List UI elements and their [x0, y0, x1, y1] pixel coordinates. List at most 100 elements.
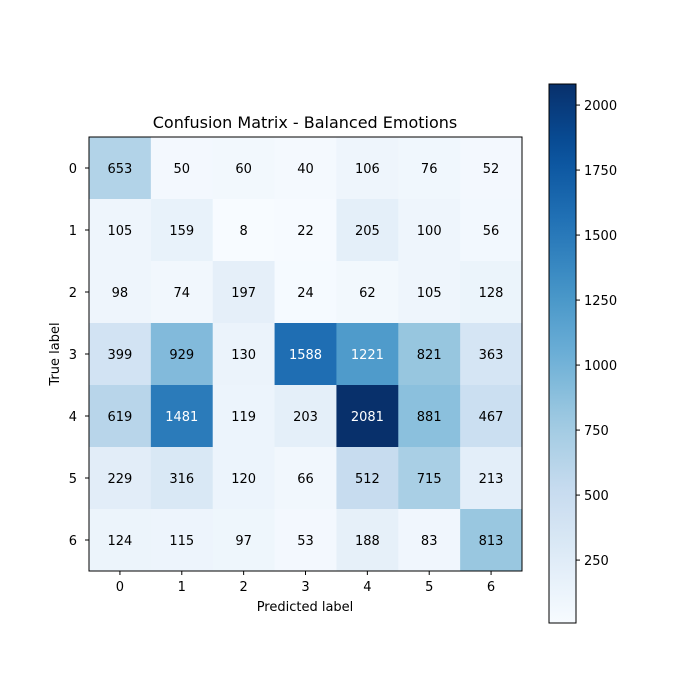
cell-value-label: 821	[417, 348, 442, 363]
heatmap-cell	[212, 137, 276, 200]
heatmap-cell	[398, 261, 461, 324]
x-tick-label: 6	[487, 580, 495, 595]
heatmap-cell	[274, 323, 337, 386]
heatmap-cell	[89, 323, 152, 386]
heatmap-cell	[460, 137, 523, 200]
cell-value-label: 1221	[351, 348, 384, 363]
heatmap-cell	[89, 447, 152, 510]
cell-value-label: 100	[417, 224, 442, 239]
heatmap-cell	[274, 137, 337, 200]
y-tick-label: 3	[69, 348, 77, 363]
heatmap-cell	[336, 261, 399, 324]
y-tick-label: 0	[69, 162, 77, 177]
heatmap-cell	[212, 447, 276, 510]
cell-value-label: 24	[297, 286, 314, 301]
heatmap-cell	[336, 323, 399, 386]
heatmap-cell	[150, 509, 214, 572]
cell-value-label: 363	[479, 348, 504, 363]
y-tick-label: 1	[69, 224, 77, 239]
heatmap-cell	[89, 199, 152, 262]
x-axis-ticks: 0 1 2 3 4 5 6	[116, 571, 495, 595]
heatmap-cell	[89, 261, 152, 324]
x-tick-label: 4	[363, 580, 371, 595]
cell-value-label: 66	[297, 472, 314, 487]
heatmap-cell	[89, 509, 152, 572]
heatmap-cell	[336, 137, 399, 200]
cell-value-label: 22	[297, 224, 314, 239]
colorbar	[548, 83, 577, 624]
cell-value-label: 52	[483, 162, 500, 177]
y-axis-ticks: 0 1 2 3 4 5 6	[69, 162, 89, 549]
heatmap-cell	[398, 509, 461, 572]
cell-value-label: 203	[293, 410, 318, 425]
y-tick-label: 6	[69, 534, 77, 549]
x-tick-label: 2	[240, 580, 248, 595]
cell-value-label: 929	[169, 348, 194, 363]
x-axis-label: Predicted label	[257, 600, 354, 615]
cell-value-label: 128	[479, 286, 504, 301]
colorbar-tick-label: 2000	[584, 99, 617, 114]
cell-value-label: 40	[297, 162, 314, 177]
cell-value-label: 50	[174, 162, 191, 177]
heatmap-cell	[336, 199, 399, 262]
colorbar-tick-label: 1250	[584, 294, 617, 309]
cell-value-label: 105	[417, 286, 442, 301]
heatmap-cell	[150, 323, 214, 386]
x-tick-label: 3	[301, 580, 309, 595]
cell-value-label: 197	[231, 286, 256, 301]
cell-value-label: 881	[417, 410, 442, 425]
y-tick-label: 4	[69, 410, 77, 425]
heatmap-cell	[336, 385, 399, 448]
heatmap-cell	[274, 385, 337, 448]
heatmap-cell	[398, 137, 461, 200]
heatmap-cell	[274, 261, 337, 324]
x-tick-label: 0	[116, 580, 124, 595]
cell-labels: 653 50 60 40 106 76 52 105 159 8 22 205 100 56 98 74 197…	[108, 162, 504, 549]
heatmap-cell	[460, 261, 523, 324]
cell-value-label: 105	[108, 224, 133, 239]
cell-value-label: 1588	[289, 348, 322, 363]
heatmap-cell	[212, 261, 276, 324]
cell-value-label: 2081	[351, 410, 384, 425]
heatmap-cell	[336, 447, 399, 510]
cell-value-label: 74	[174, 286, 191, 301]
heatmap-cell	[398, 447, 461, 510]
cell-value-label: 8	[239, 224, 247, 239]
heatmap-cell	[212, 385, 276, 448]
cell-value-label: 715	[417, 472, 442, 487]
colorbar-tick-label: 500	[584, 489, 609, 504]
cell-value-label: 115	[169, 534, 194, 549]
chart-title: Confusion Matrix - Balanced Emotions	[153, 113, 458, 132]
cell-value-label: 60	[235, 162, 252, 177]
cell-value-label: 229	[108, 472, 133, 487]
heatmap-cell	[460, 385, 523, 448]
cell-value-label: 399	[108, 348, 133, 363]
heatmap-cell	[89, 385, 152, 448]
heatmap-cell	[398, 323, 461, 386]
cell-value-label: 98	[112, 286, 129, 301]
heatmap-cell	[150, 385, 214, 448]
heatmap-cell	[460, 447, 523, 510]
heatmap-cells	[89, 137, 523, 572]
cell-value-label: 213	[479, 472, 504, 487]
colorbar-tick-label: 1500	[584, 229, 617, 244]
heatmap-cell	[460, 509, 523, 572]
heatmap-cell	[150, 261, 214, 324]
cell-value-label: 813	[479, 534, 504, 549]
cell-value-label: 53	[297, 534, 314, 549]
cell-value-label: 653	[108, 162, 133, 177]
cell-value-label: 205	[355, 224, 380, 239]
colorbar-tick-label: 1000	[584, 359, 617, 374]
heatmap-cell	[212, 509, 276, 572]
colorbar-tick-label: 750	[584, 424, 609, 439]
colorbar-ticks: 250 500 750 1000 1250 1500 1750 2000	[576, 99, 617, 569]
heatmap-cell	[212, 199, 276, 262]
cell-value-label: 97	[235, 534, 252, 549]
heatmap-cell	[274, 199, 337, 262]
cell-value-label: 130	[231, 348, 256, 363]
cell-value-label: 619	[108, 410, 133, 425]
cell-value-label: 119	[231, 410, 256, 425]
cell-value-label: 106	[355, 162, 380, 177]
cell-value-label: 188	[355, 534, 380, 549]
